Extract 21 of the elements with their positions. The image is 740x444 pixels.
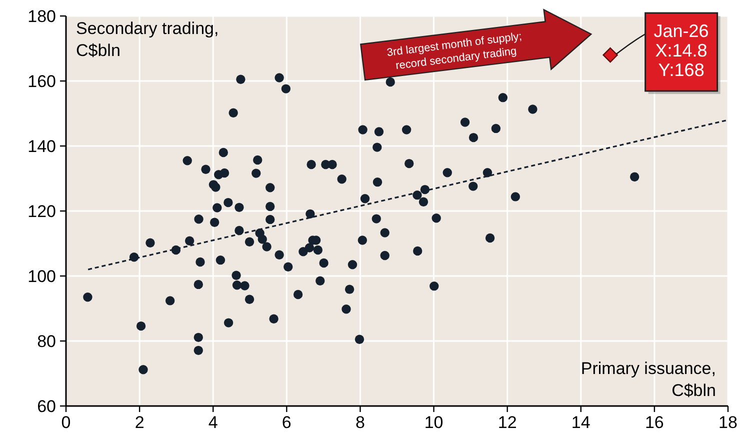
x-axis-title: Primary issuance, C$bln <box>580 359 716 400</box>
annotation: Jan-26 X:14.8 Y:168 <box>654 21 709 80</box>
y-tick-label: 120 <box>28 202 56 221</box>
x-tick-label: 16 <box>644 413 664 432</box>
annotation: 3rd largest month of supply; record secondary trading <box>386 30 523 72</box>
y-axis-title: Secondary trading, C$bln <box>76 19 219 60</box>
y-tick-label: 100 <box>28 267 56 286</box>
x-tick-label: 8 <box>355 413 365 432</box>
y-tick-label: 80 <box>37 332 56 351</box>
x-tick-label: 18 <box>718 413 738 432</box>
x-tick-label: 2 <box>134 413 144 432</box>
x-tick-label: 12 <box>498 413 517 432</box>
x-tick-label: 6 <box>282 413 292 432</box>
y-tick-label: 140 <box>28 137 56 156</box>
y-tick-label: 60 <box>37 397 56 416</box>
y-tick-label: 160 <box>28 72 56 91</box>
x-tick-label: 14 <box>571 413 590 432</box>
x-tick-label: 4 <box>208 413 218 432</box>
y-tick-label: 180 <box>28 7 56 26</box>
x-tick-label: 0 <box>61 413 71 432</box>
x-tick-label: 10 <box>424 413 444 432</box>
